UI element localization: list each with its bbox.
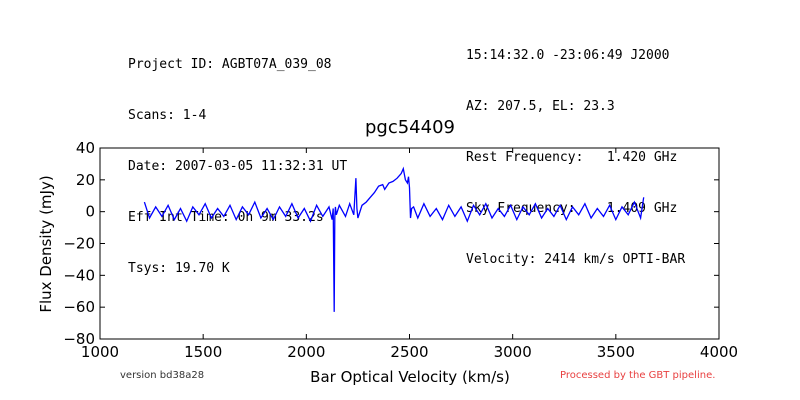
x-tick-label: 2000	[287, 343, 325, 361]
coordinates: 15:14:32.0 -23:06:49 J2000	[466, 48, 670, 63]
header-right-block: 15:14:32.0 -23:06:49 J2000 AZ: 207.5, EL…	[466, 13, 685, 285]
x-axis-label: Bar Optical Velocity (km/s)	[310, 368, 510, 386]
sky-frequency: Sky Frequency: 1.409 GHz	[466, 201, 678, 216]
rest-frequency: Rest Frequency: 1.420 GHz	[466, 150, 678, 165]
x-tick-label: 2500	[390, 343, 428, 361]
y-tick-label: 40	[76, 139, 95, 157]
y-tick-label: −80	[63, 330, 95, 348]
y-tick-label: −60	[63, 298, 95, 316]
pipeline-label: Processed by the GBT pipeline.	[560, 370, 716, 381]
scans: Scans: 1-4	[128, 108, 207, 123]
plot-frame	[99, 147, 720, 340]
velocity: Velocity: 2414 km/s OPTI-BAR	[466, 252, 686, 267]
date: Date: 2007-03-05 11:32:31 UT	[128, 159, 348, 174]
chart-title: pgc54409	[365, 117, 455, 138]
y-axis-label: Flux Density (mJy)	[37, 175, 55, 312]
project-id: Project ID: AGBT07A_039_08	[128, 57, 332, 72]
x-tick-label: 3000	[494, 343, 532, 361]
y-tick-label: −20	[63, 235, 95, 253]
x-tick-label: 4000	[700, 343, 738, 361]
x-tick-label: 1500	[184, 343, 222, 361]
x-axis-ticks: 1000 1500 2000 2500 3000 3500 4000	[81, 148, 738, 361]
az-el: AZ: 207.5, EL: 23.3	[466, 99, 615, 114]
y-tick-label: −40	[63, 266, 95, 284]
y-tick-label: 0	[85, 203, 95, 221]
flux-series-line	[143, 166, 645, 312]
header-left-block: Project ID: AGBT07A_039_08 Scans: 1-4 Da…	[128, 22, 347, 294]
tsys: Tsys: 19.70 K	[128, 261, 230, 276]
x-tick-label: 1000	[81, 343, 119, 361]
version-label: version bd38a28	[120, 370, 205, 381]
y-axis-ticks: 40 20 0 −20 −40 −60 −80	[63, 139, 719, 348]
y-tick-label: 20	[76, 171, 95, 189]
x-tick-label: 3500	[597, 343, 635, 361]
